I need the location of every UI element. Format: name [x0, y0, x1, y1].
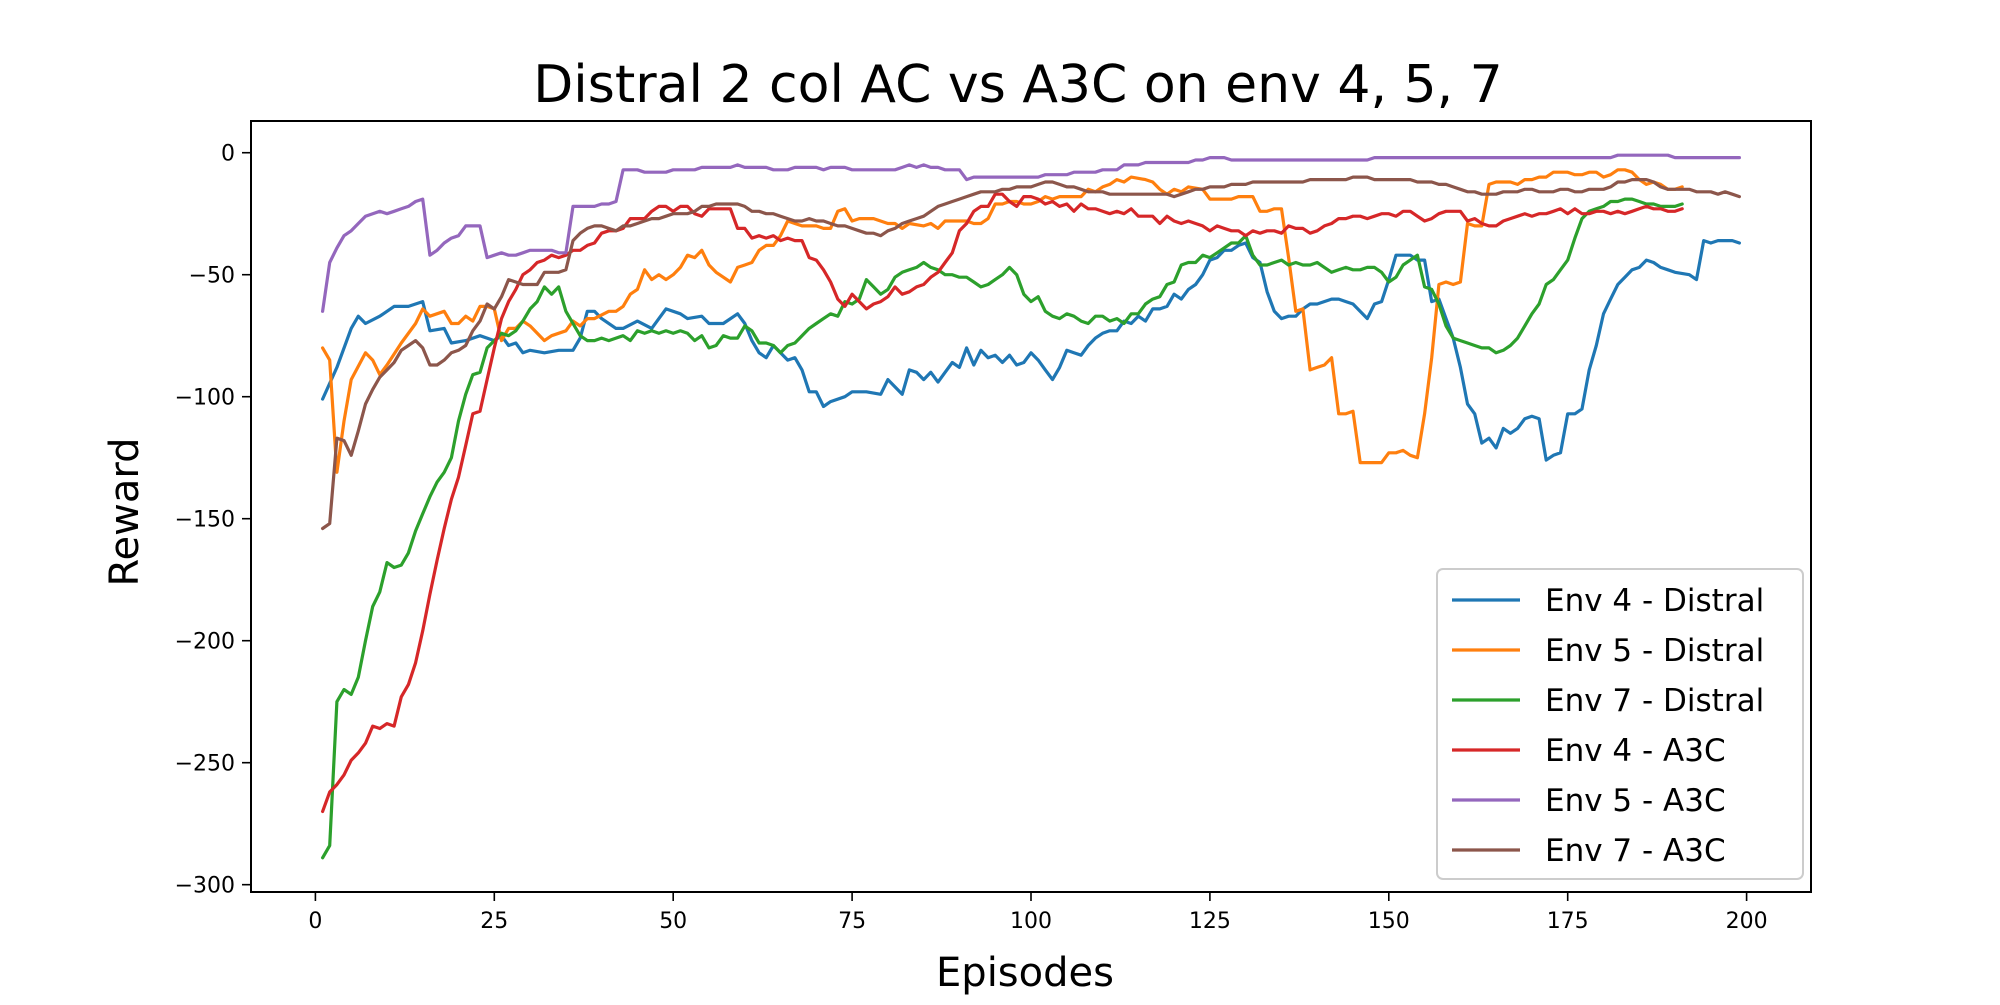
legend-label: Env 5 - A3C: [1545, 783, 1726, 819]
legend: Env 4 - Distral Env 5 - Distral Env 7 - Di…: [1436, 568, 1804, 880]
x-axis: 0 25 50 75 100 125 150 175 200: [308, 892, 1768, 934]
series-line-3: [321, 197, 1684, 860]
x-tick-label: 25: [480, 909, 508, 934]
legend-label: Env 4 - A3C: [1545, 733, 1726, 769]
y-axis-title: Reward: [102, 438, 148, 587]
x-tick-label: 200: [1726, 909, 1768, 934]
y-tick-label: −100: [175, 386, 235, 411]
series-line-6: [321, 175, 1741, 531]
x-tick-label: 50: [659, 909, 687, 934]
y-tick-label: −300: [175, 874, 235, 899]
x-axis-title: Episodes: [936, 950, 1114, 996]
legend-items: Env 4 - Distral Env 5 - Distral Env 7 - Di…: [1452, 583, 1764, 869]
x-tick-label: 125: [1189, 909, 1231, 934]
x-tick-label: 0: [308, 909, 322, 934]
legend-label: Env 4 - Distral: [1545, 583, 1764, 619]
x-tick-label: 75: [838, 909, 866, 934]
legend-frame: [1436, 568, 1804, 880]
y-tick-label: −150: [175, 508, 235, 533]
y-axis: 0 −50 −100 −150 −200 −250 −300: [175, 142, 251, 899]
y-tick-label: 0: [221, 142, 235, 167]
series-layer: [321, 153, 1741, 860]
legend-label: Env 7 - A3C: [1545, 833, 1726, 869]
series-line-5: [321, 153, 1741, 313]
chart-title: Distral 2 col AC vs A3C on env 4, 5, 7: [533, 55, 1503, 115]
x-tick-label: 100: [1010, 909, 1052, 934]
y-tick-label: −200: [175, 630, 235, 655]
y-tick-label: −250: [175, 752, 235, 777]
series-line-1: [321, 239, 1741, 462]
series-line-4: [321, 192, 1684, 814]
legend-label: Env 5 - Distral: [1545, 633, 1764, 669]
y-tick-label: −50: [189, 264, 235, 289]
x-tick-label: 175: [1547, 909, 1589, 934]
legend-label: Env 7 - Distral: [1545, 683, 1764, 719]
x-tick-label: 150: [1368, 909, 1410, 934]
